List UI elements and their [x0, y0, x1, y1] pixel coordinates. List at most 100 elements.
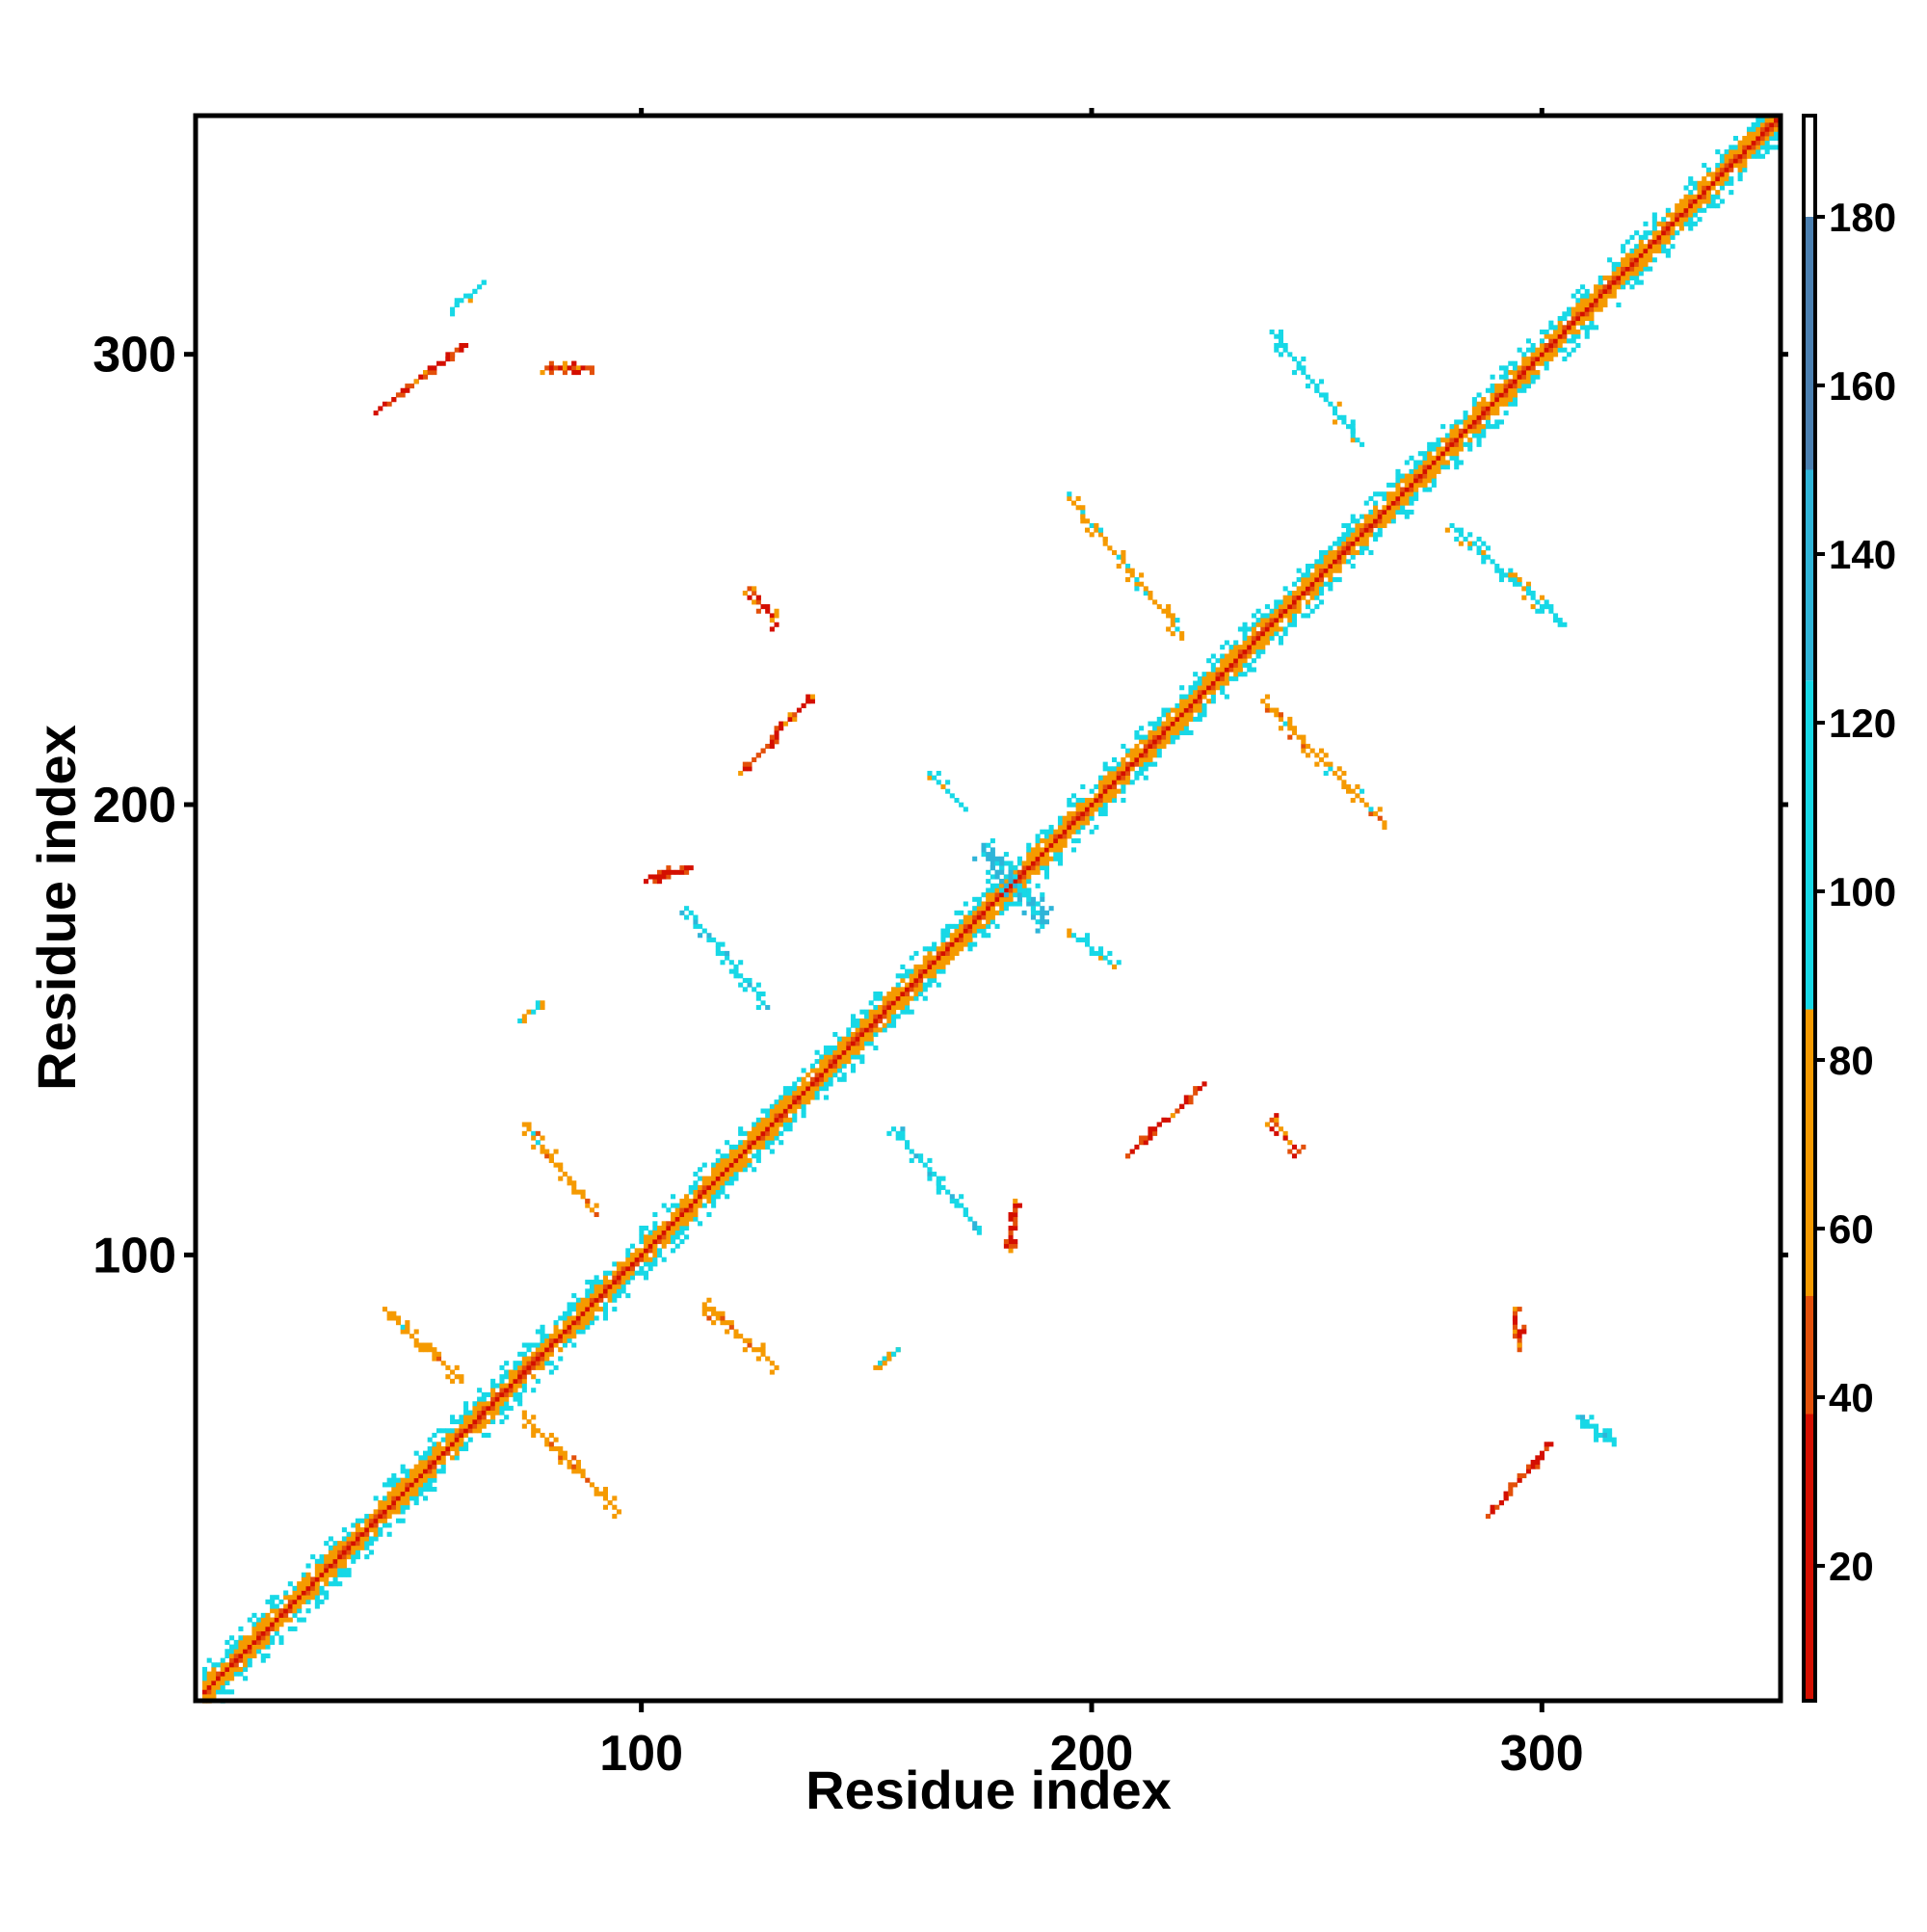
heatmap-cell — [1287, 721, 1293, 727]
heatmap-cell — [351, 1531, 356, 1537]
heatmap-cell — [999, 901, 1005, 907]
heatmap-cell — [1449, 433, 1455, 438]
heatmap-cell — [1341, 541, 1347, 546]
heatmap-cell — [571, 1342, 577, 1348]
heatmap-cell — [594, 1307, 599, 1312]
heatmap-cell — [1040, 892, 1045, 898]
heatmap-cell — [1702, 194, 1707, 199]
heatmap-cell — [1287, 352, 1293, 357]
heatmap-cell — [972, 923, 978, 929]
heatmap-cell — [265, 1617, 271, 1623]
heatmap-cell — [796, 1086, 802, 1092]
heatmap-cell — [701, 1162, 707, 1168]
heatmap-cell — [671, 869, 676, 875]
heatmap-cell — [400, 1469, 406, 1474]
heatmap-cell — [1350, 518, 1356, 524]
heatmap-cell — [1323, 568, 1329, 573]
heatmap-cell — [774, 1099, 779, 1105]
heatmap-cell — [1498, 419, 1504, 425]
heatmap-cell — [499, 1401, 505, 1407]
heatmap-cell — [715, 941, 721, 947]
heatmap-cell — [1675, 221, 1680, 226]
heatmap-cell — [558, 1347, 564, 1353]
heatmap-cell — [1030, 896, 1036, 902]
heatmap-cell — [814, 1090, 820, 1096]
heatmap-cell — [755, 1117, 761, 1123]
heatmap-cell — [1026, 874, 1032, 880]
heatmap-cell — [679, 1216, 685, 1222]
heatmap-cell — [868, 1027, 874, 1033]
heatmap-cell — [1287, 595, 1293, 600]
heatmap-cell — [1148, 729, 1153, 735]
heatmap-cell — [967, 928, 973, 934]
heatmap-cell — [1323, 572, 1329, 578]
heatmap-cell — [886, 1014, 892, 1019]
heatmap-cell — [548, 1342, 554, 1348]
heatmap-cell — [1390, 495, 1396, 501]
heatmap-cell — [1400, 473, 1406, 479]
heatmap-cell — [1517, 1347, 1522, 1353]
heatmap-cell — [1508, 401, 1514, 407]
heatmap-cell — [1467, 541, 1473, 546]
heatmap-cell — [490, 1410, 496, 1416]
heatmap-cell — [1043, 865, 1049, 871]
heatmap-cell — [1498, 387, 1504, 393]
heatmap-cell — [990, 856, 995, 861]
heatmap-cell — [674, 1225, 680, 1231]
heatmap-cell — [1382, 820, 1387, 826]
heatmap-cell — [1080, 811, 1086, 817]
heatmap-cell — [580, 1307, 586, 1312]
heatmap-cell — [1274, 1113, 1280, 1119]
heatmap-cell — [725, 1329, 730, 1335]
heatmap-cell — [1575, 343, 1581, 349]
heatmap-cell — [701, 928, 707, 934]
heatmap-cell — [1490, 384, 1495, 389]
heatmap-cell — [1594, 293, 1599, 299]
heatmap-cell — [1544, 329, 1549, 335]
heatmap-cell — [1715, 180, 1721, 186]
heatmap-cell — [1278, 716, 1283, 722]
heatmap-cell — [706, 1176, 712, 1181]
heatmap-cell — [1161, 721, 1167, 727]
heatmap-cell — [698, 1198, 703, 1204]
heatmap-cell — [1291, 604, 1298, 610]
heatmap-cell — [567, 1334, 572, 1339]
heatmap-cell — [796, 1103, 802, 1109]
heatmap-cell — [728, 1171, 734, 1177]
heatmap-cell — [1508, 568, 1514, 573]
heatmap-cell — [1035, 838, 1041, 844]
heatmap-cell — [765, 604, 771, 610]
heatmap-cell — [782, 1122, 788, 1127]
heatmap-cell — [1143, 775, 1148, 781]
heatmap-cell — [1143, 756, 1148, 763]
heatmap-cell — [909, 1009, 914, 1015]
heatmap-cell — [863, 1041, 870, 1046]
heatmap-cell — [1621, 279, 1626, 285]
heatmap-cell — [886, 1009, 892, 1015]
heatmap-cell — [1016, 869, 1022, 875]
heatmap-cell — [1553, 325, 1559, 331]
heatmap-cell — [1692, 180, 1698, 186]
heatmap-cell — [1544, 360, 1549, 366]
heatmap-cell — [1269, 631, 1275, 637]
heatmap-cell — [1449, 441, 1455, 447]
heatmap-cell — [314, 1599, 320, 1604]
heatmap-cell — [1422, 460, 1428, 465]
heatmap-cell — [616, 1284, 622, 1289]
heatmap-cell — [553, 1334, 559, 1339]
heatmap-cell — [1594, 284, 1599, 290]
heatmap-cell — [981, 906, 987, 912]
heatmap-cell — [1512, 572, 1518, 578]
heatmap-cell — [341, 1536, 347, 1542]
heatmap-cell — [1247, 667, 1253, 673]
heatmap-cell — [540, 1347, 545, 1353]
heatmap-cell — [1318, 577, 1325, 583]
heatmap-cell — [918, 1153, 924, 1159]
heatmap-cell — [832, 1063, 838, 1069]
heatmap-cell — [1643, 261, 1649, 267]
heatmap-cell — [868, 1000, 874, 1006]
heatmap-cell — [1098, 807, 1104, 812]
heatmap-cell — [1377, 522, 1383, 528]
heatmap-cell — [684, 869, 690, 875]
heatmap-cell — [1237, 645, 1243, 650]
